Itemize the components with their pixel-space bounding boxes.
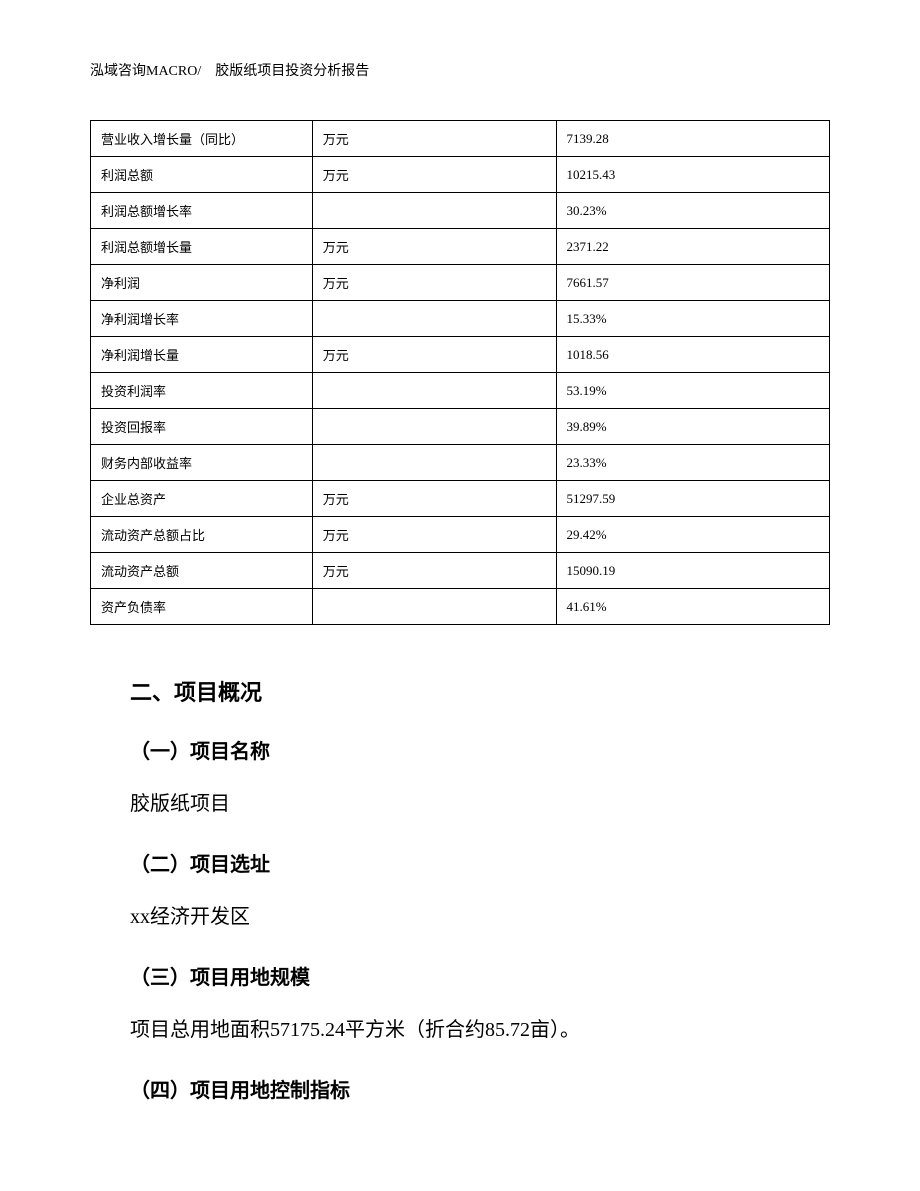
cell-unit bbox=[312, 409, 556, 445]
sub-heading-2: （二）项目选址 bbox=[130, 848, 830, 877]
cell-unit: 万元 bbox=[312, 337, 556, 373]
cell-unit: 万元 bbox=[312, 157, 556, 193]
cell-value: 2371.22 bbox=[556, 229, 829, 265]
cell-unit: 万元 bbox=[312, 517, 556, 553]
table-row: 财务内部收益率 23.33% bbox=[91, 445, 830, 481]
cell-value: 39.89% bbox=[556, 409, 829, 445]
cell-unit bbox=[312, 193, 556, 229]
cell-label: 投资回报率 bbox=[91, 409, 313, 445]
cell-label: 投资利润率 bbox=[91, 373, 313, 409]
cell-label: 流动资产总额 bbox=[91, 553, 313, 589]
header-title: 胶版纸项目投资分析报告 bbox=[215, 64, 369, 79]
cell-value: 10215.43 bbox=[556, 157, 829, 193]
table-row: 利润总额增长率 30.23% bbox=[91, 193, 830, 229]
table-row: 净利润增长量 万元 1018.56 bbox=[91, 337, 830, 373]
cell-value: 15.33% bbox=[556, 301, 829, 337]
sub-heading-3: （三）项目用地规模 bbox=[130, 961, 830, 990]
table-row: 净利润 万元 7661.57 bbox=[91, 265, 830, 301]
cell-value: 30.23% bbox=[556, 193, 829, 229]
table-row: 投资回报率 39.89% bbox=[91, 409, 830, 445]
page-header: 泓域咨询MACRO/ 胶版纸项目投资分析报告 bbox=[90, 60, 830, 80]
cell-label: 利润总额 bbox=[91, 157, 313, 193]
cell-label: 营业收入增长量（同比） bbox=[91, 121, 313, 157]
content-section: 二、项目概况 （一）项目名称 胶版纸项目 （二）项目选址 xx经济开发区 （三）… bbox=[90, 675, 830, 1103]
table-row: 净利润增长率 15.33% bbox=[91, 301, 830, 337]
cell-value: 15090.19 bbox=[556, 553, 829, 589]
cell-label: 企业总资产 bbox=[91, 481, 313, 517]
cell-label: 流动资产总额占比 bbox=[91, 517, 313, 553]
table-row: 投资利润率 53.19% bbox=[91, 373, 830, 409]
cell-unit bbox=[312, 445, 556, 481]
header-company: 泓域咨询MACRO/ bbox=[90, 64, 201, 79]
cell-unit: 万元 bbox=[312, 553, 556, 589]
cell-value: 7139.28 bbox=[556, 121, 829, 157]
cell-value: 29.42% bbox=[556, 517, 829, 553]
cell-value: 1018.56 bbox=[556, 337, 829, 373]
cell-label: 净利润增长率 bbox=[91, 301, 313, 337]
cell-unit bbox=[312, 589, 556, 625]
cell-unit bbox=[312, 301, 556, 337]
cell-value: 53.19% bbox=[556, 373, 829, 409]
sub-heading-1: （一）项目名称 bbox=[130, 735, 830, 764]
cell-value: 7661.57 bbox=[556, 265, 829, 301]
body-text-3: 项目总用地面积57175.24平方米（折合约85.72亩）。 bbox=[130, 1014, 830, 1046]
cell-unit: 万元 bbox=[312, 229, 556, 265]
main-heading: 二、项目概况 bbox=[130, 675, 830, 707]
cell-unit: 万元 bbox=[312, 481, 556, 517]
cell-value: 23.33% bbox=[556, 445, 829, 481]
cell-label: 资产负债率 bbox=[91, 589, 313, 625]
table-row: 资产负债率 41.61% bbox=[91, 589, 830, 625]
cell-value: 51297.59 bbox=[556, 481, 829, 517]
cell-label: 净利润增长量 bbox=[91, 337, 313, 373]
sub-heading-4: （四）项目用地控制指标 bbox=[130, 1074, 830, 1103]
cell-value: 41.61% bbox=[556, 589, 829, 625]
table-row: 利润总额增长量 万元 2371.22 bbox=[91, 229, 830, 265]
table-row: 企业总资产 万元 51297.59 bbox=[91, 481, 830, 517]
cell-unit: 万元 bbox=[312, 265, 556, 301]
cell-label: 净利润 bbox=[91, 265, 313, 301]
financial-table: 营业收入增长量（同比） 万元 7139.28 利润总额 万元 10215.43 … bbox=[90, 120, 830, 625]
table-row: 利润总额 万元 10215.43 bbox=[91, 157, 830, 193]
cell-unit bbox=[312, 373, 556, 409]
cell-unit: 万元 bbox=[312, 121, 556, 157]
cell-label: 利润总额增长率 bbox=[91, 193, 313, 229]
table-row: 流动资产总额占比 万元 29.42% bbox=[91, 517, 830, 553]
cell-label: 利润总额增长量 bbox=[91, 229, 313, 265]
cell-label: 财务内部收益率 bbox=[91, 445, 313, 481]
table-body: 营业收入增长量（同比） 万元 7139.28 利润总额 万元 10215.43 … bbox=[91, 121, 830, 625]
body-text-2: xx经济开发区 bbox=[130, 901, 830, 933]
table-row: 流动资产总额 万元 15090.19 bbox=[91, 553, 830, 589]
table-row: 营业收入增长量（同比） 万元 7139.28 bbox=[91, 121, 830, 157]
body-text-1: 胶版纸项目 bbox=[130, 788, 830, 820]
